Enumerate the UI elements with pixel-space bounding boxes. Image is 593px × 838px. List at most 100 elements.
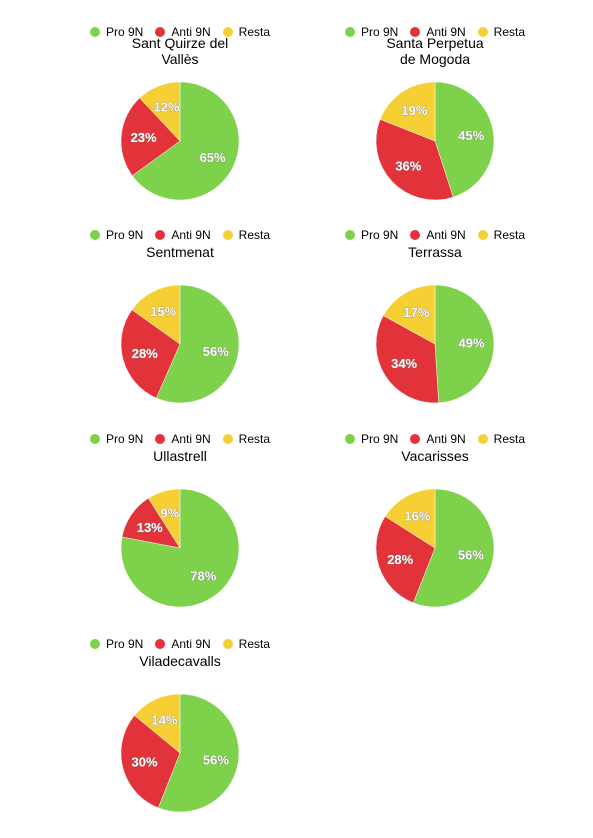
legend-swatch (223, 434, 233, 444)
pie-chart-panel: 56% 28% 16% Vacarisses Pro 9N Anti 9N Resta (300, 431, 570, 631)
pie-chart-panel: 56% 28% 15% Sentmenat Pro 9N Anti 9N Resta (45, 227, 315, 427)
slice-data-label: 23% (131, 130, 157, 145)
chart-title: Terrassa (300, 244, 570, 260)
slice-data-label: 19% (401, 103, 427, 118)
legend-label: Anti 9N (426, 24, 465, 40)
legend-swatch (90, 230, 100, 240)
chart-title: Viladecavalls (45, 653, 315, 669)
slice-data-label: 30% (132, 755, 158, 770)
slice-data-label: 17% (403, 305, 429, 320)
legend-swatch (410, 434, 420, 444)
legend-swatch (345, 434, 355, 444)
chart-legend: Pro 9N Anti 9N Resta (45, 636, 315, 652)
pie-chart-panel: 45% 36% 19% Santa Perpetua de Mogoda Pro 9N A… (300, 24, 570, 224)
legend-swatch (223, 27, 233, 37)
chart-legend: Pro 9N Anti 9N Resta (300, 431, 570, 447)
pie-chart-panel: 78% 13% 9% Ullastrell Pro 9N Anti 9N Resta (45, 431, 315, 631)
legend-item: Resta (478, 227, 525, 243)
legend-item: Anti 9N (155, 24, 210, 40)
slice-data-label: 78% (190, 569, 216, 584)
slice-data-label: 16% (404, 508, 430, 523)
legend-item: Resta (478, 24, 525, 40)
legend-item: Anti 9N (410, 431, 465, 447)
legend-swatch (223, 230, 233, 240)
legend-swatch (410, 27, 420, 37)
slice-data-label: 28% (387, 552, 413, 567)
legend-item: Resta (478, 431, 525, 447)
slice-data-label: 56% (458, 547, 484, 562)
chart-legend: Pro 9N Anti 9N Resta (300, 24, 570, 40)
legend-item: Pro 9N (90, 24, 143, 40)
legend-item: Anti 9N (155, 431, 210, 447)
chart-legend: Pro 9N Anti 9N Resta (45, 431, 315, 447)
slice-data-label: 45% (458, 128, 484, 143)
legend-swatch (155, 230, 165, 240)
legend-label: Pro 9N (106, 24, 143, 40)
legend-label: Resta (239, 431, 270, 447)
legend-label: Pro 9N (106, 636, 143, 652)
legend-item: Anti 9N (410, 24, 465, 40)
legend-item: Anti 9N (410, 227, 465, 243)
legend-label: Resta (239, 24, 270, 40)
legend-swatch (90, 639, 100, 649)
legend-item: Resta (223, 24, 270, 40)
legend-item: Resta (223, 636, 270, 652)
legend-swatch (155, 639, 165, 649)
slice-data-label: 15% (150, 304, 176, 319)
legend-label: Resta (239, 227, 270, 243)
legend-label: Pro 9N (361, 431, 398, 447)
legend-label: Resta (494, 431, 525, 447)
legend-swatch (155, 434, 165, 444)
legend-swatch (90, 27, 100, 37)
slice-data-label: 56% (203, 344, 229, 359)
chart-title: Ullastrell (45, 448, 315, 464)
legend-item: Resta (223, 227, 270, 243)
legend-label: Resta (239, 636, 270, 652)
slice-data-label: 34% (391, 356, 417, 371)
legend-label: Resta (494, 24, 525, 40)
legend-item: Pro 9N (90, 636, 143, 652)
legend-swatch (155, 27, 165, 37)
legend-item: Pro 9N (345, 227, 398, 243)
slice-data-label: 9% (160, 505, 179, 520)
legend-label: Pro 9N (361, 227, 398, 243)
slice-data-label: 56% (203, 752, 229, 767)
legend-swatch (90, 434, 100, 444)
chart-legend: Pro 9N Anti 9N Resta (45, 24, 315, 40)
legend-label: Anti 9N (171, 636, 210, 652)
slice-data-label: 36% (395, 159, 421, 174)
chart-legend: Pro 9N Anti 9N Resta (45, 227, 315, 243)
legend-swatch (345, 27, 355, 37)
legend-item: Resta (223, 431, 270, 447)
legend-item: Anti 9N (155, 636, 210, 652)
legend-swatch (478, 434, 488, 444)
legend-label: Anti 9N (171, 24, 210, 40)
legend-item: Pro 9N (90, 227, 143, 243)
slice-data-label: 65% (200, 150, 226, 165)
legend-item: Pro 9N (90, 431, 143, 447)
legend-swatch (478, 27, 488, 37)
chart-title: Sentmenat (45, 244, 315, 260)
slice-data-label: 13% (137, 520, 163, 535)
legend-swatch (478, 230, 488, 240)
legend-label: Pro 9N (361, 24, 398, 40)
slice-data-label: 49% (459, 335, 485, 350)
chart-title: Vacarisses (300, 448, 570, 464)
legend-label: Pro 9N (106, 227, 143, 243)
legend-item: Pro 9N (345, 24, 398, 40)
pie-chart-panel: 49% 34% 17% Terrassa Pro 9N Anti 9N Resta (300, 227, 570, 427)
legend-item: Pro 9N (345, 431, 398, 447)
slice-data-label: 12% (154, 99, 180, 114)
pie-chart-panel: 65% 23% 12% Sant Quirze del Vallès Pro 9N Ant… (45, 24, 315, 224)
slice-data-label: 28% (132, 346, 158, 361)
legend-label: Anti 9N (426, 431, 465, 447)
legend-label: Anti 9N (171, 431, 210, 447)
slice-data-label: 14% (151, 712, 177, 727)
pie-chart-panel: 56% 30% 14% Viladecavalls Pro 9N Anti 9N Resta (45, 636, 315, 836)
legend-label: Pro 9N (106, 431, 143, 447)
legend-label: Anti 9N (171, 227, 210, 243)
chart-legend: Pro 9N Anti 9N Resta (300, 227, 570, 243)
legend-label: Anti 9N (426, 227, 465, 243)
legend-item: Anti 9N (155, 227, 210, 243)
legend-swatch (410, 230, 420, 240)
